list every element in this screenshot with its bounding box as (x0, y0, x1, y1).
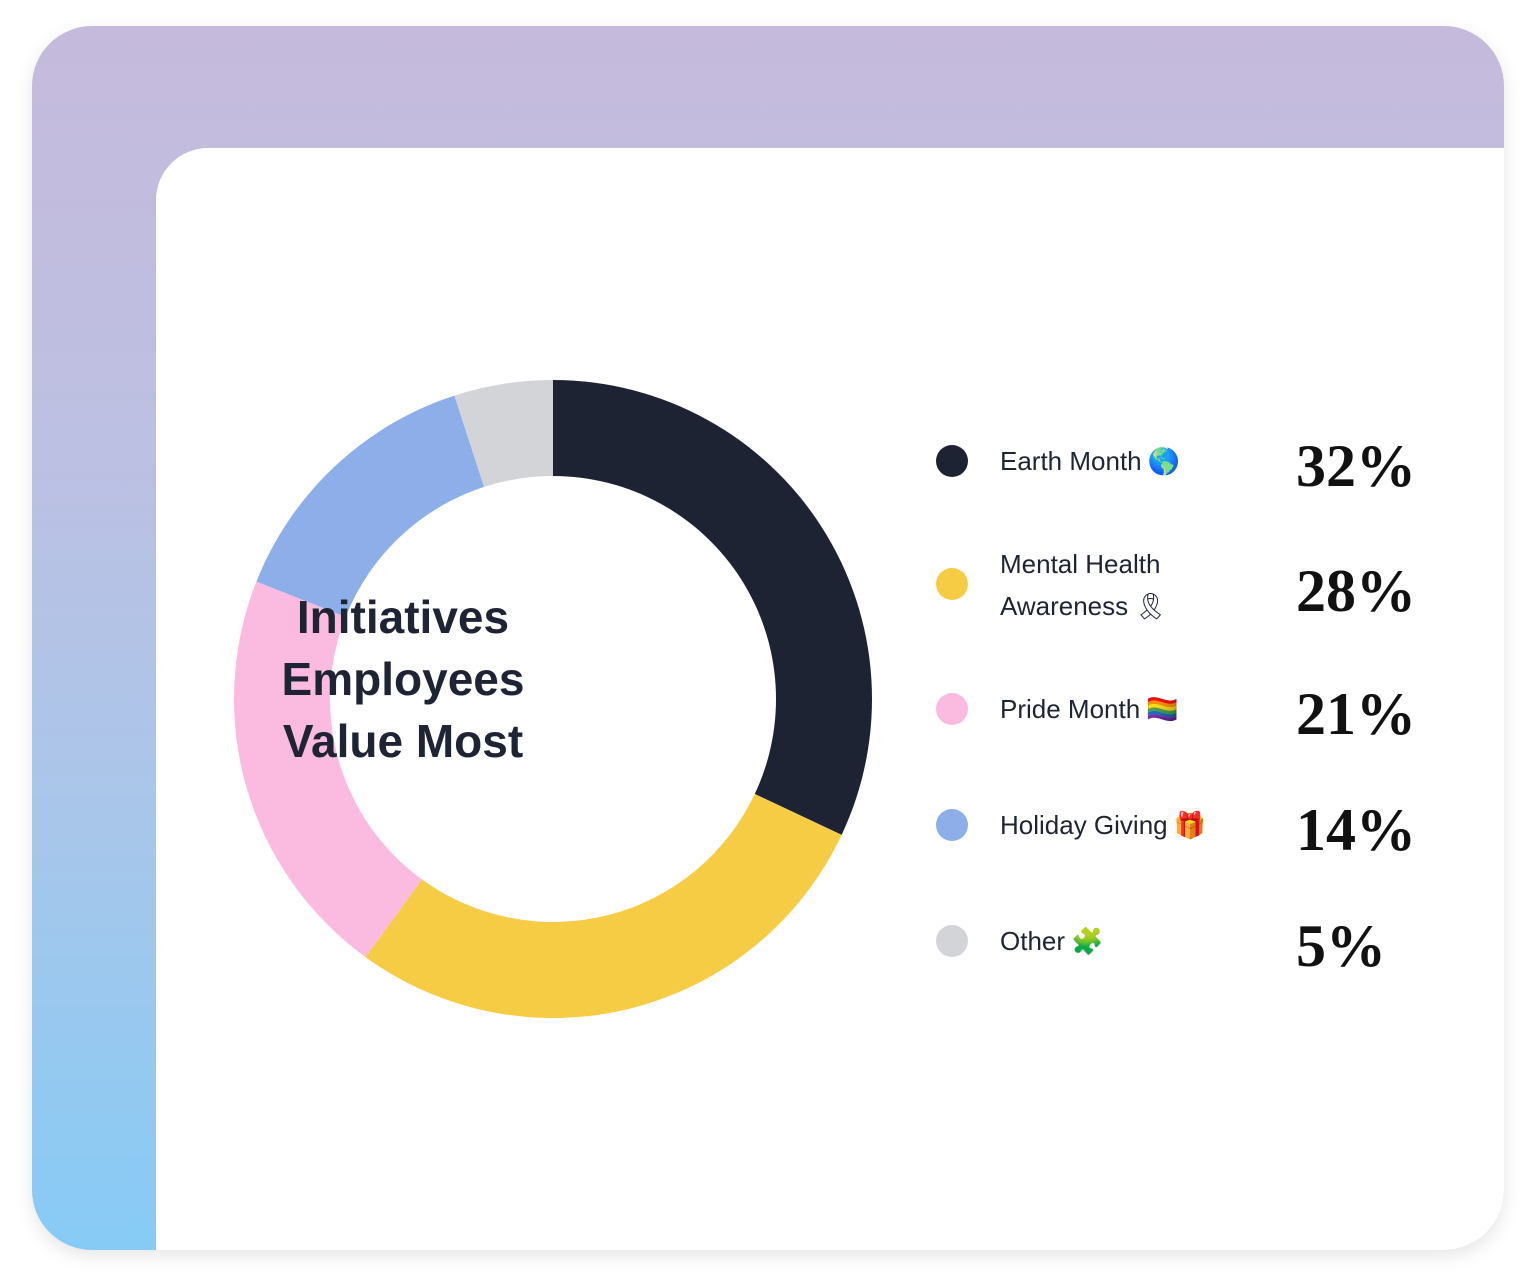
legend-label: Mental Health Awareness 🎗 (1000, 543, 1167, 627)
legend-swatch (936, 445, 968, 477)
globe-icon: 🌎 (1147, 446, 1181, 476)
legend-item-earth-month: Earth Month 🌎 32% (936, 436, 1456, 540)
legend-label-text: Other (1000, 926, 1066, 956)
legend-swatch (936, 693, 968, 725)
legend-value: 14% (1296, 797, 1416, 863)
legend-item-pride-month: Pride Month 🏳️‍🌈 21% (936, 684, 1456, 788)
donut-slice-other (454, 380, 553, 487)
legend-label: Holiday Giving 🎁 (1000, 804, 1206, 846)
legend-label: Other 🧩 (1000, 920, 1103, 962)
legend-swatch (936, 809, 968, 841)
legend-item-holiday-giving: Holiday Giving 🎁 14% (936, 800, 1456, 904)
legend-label-line-2: Awareness (1000, 591, 1129, 621)
legend-swatch (936, 568, 968, 600)
puzzle-piece-icon: 🧩 (1071, 926, 1104, 956)
legend-value: 5% (1296, 913, 1386, 979)
legend-swatch (936, 925, 968, 957)
donut-slices (233, 380, 872, 1018)
donut-slice-holiday-giving (256, 395, 485, 617)
legend-item-mental-health-awareness: Mental Health Awareness 🎗 28% (936, 543, 1456, 643)
legend-value: 32% (1296, 433, 1416, 499)
legend-label-line-1: Mental Health (1000, 549, 1161, 579)
legend-label: Earth Month 🌎 (1000, 440, 1180, 482)
gift-icon: 🎁 (1173, 810, 1207, 840)
legend-label-text: Holiday Giving (1000, 810, 1168, 840)
legend-item-other: Other 🧩 5% (936, 916, 1456, 1020)
donut-slice-earth-month (553, 380, 872, 835)
legend-label: Pride Month 🏳️‍🌈 (1000, 688, 1179, 730)
donut-slice-mental-health-awareness (365, 793, 842, 1018)
donut-slice-pride-month (233, 581, 422, 958)
chart-title: Initiatives Employees Value Most (253, 586, 553, 772)
legend-label-text: Earth Month (1000, 446, 1142, 476)
legend-value: 28% (1296, 558, 1416, 624)
chart-title-line-1: Initiatives (296, 591, 510, 643)
legend-value: 21% (1296, 681, 1416, 747)
chart-title-line-2: Employees (281, 653, 525, 705)
ribbon-icon: 🎗 (1134, 591, 1168, 621)
legend-label-text: Pride Month (1000, 694, 1141, 724)
rainbow-flag-icon: 🏳️‍🌈 (1146, 694, 1179, 724)
chart-title-line-3: Value Most (282, 715, 524, 767)
